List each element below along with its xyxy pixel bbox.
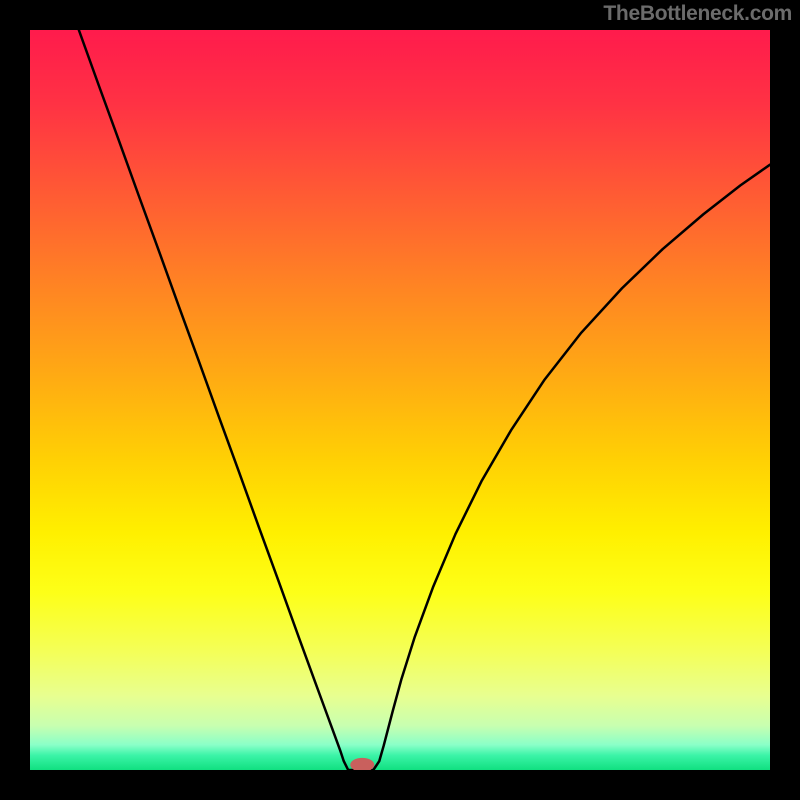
plot-background (30, 30, 770, 770)
chart-container: TheBottleneck.com (0, 0, 800, 800)
watermark-text: TheBottleneck.com (603, 2, 792, 26)
plot-svg (30, 30, 770, 770)
plot-area (30, 30, 770, 770)
